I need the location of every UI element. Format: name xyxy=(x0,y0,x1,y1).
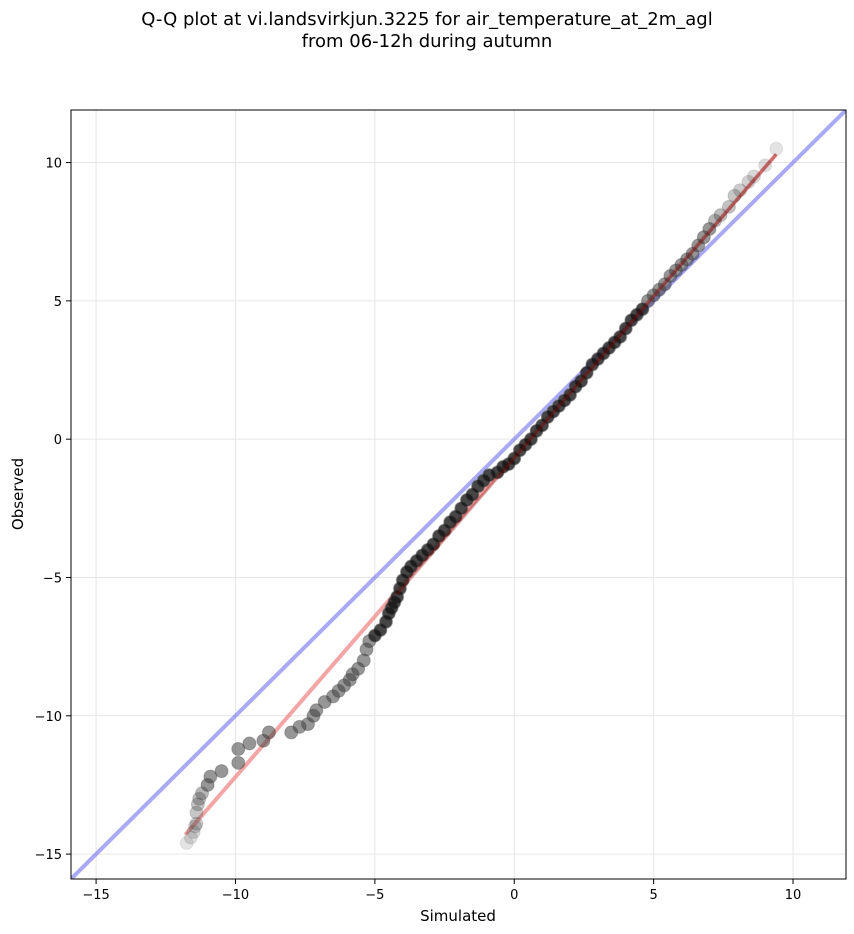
chart-title-line-1: Q-Q plot at vi.landsvirkjun.3225 for air… xyxy=(141,9,713,30)
data-point xyxy=(741,174,756,189)
y-tick-label: 10 xyxy=(45,157,62,172)
plot-frame xyxy=(70,109,847,880)
data-point xyxy=(769,141,784,156)
x-axis-ticks: −15 −10 −5 0 5 10 xyxy=(82,879,801,903)
chart-title-line-2: from 06-12h during autumn xyxy=(301,31,553,52)
y-axis-label: Observed xyxy=(9,458,27,530)
data-point xyxy=(702,221,717,236)
data-point xyxy=(713,208,728,223)
data-point xyxy=(261,725,276,740)
reference-lines xyxy=(71,110,846,879)
x-tick-label: −15 xyxy=(82,888,109,903)
data-point xyxy=(747,169,762,184)
data-point xyxy=(707,213,722,228)
x-tick-label: 5 xyxy=(650,888,658,903)
x-tick-label: 10 xyxy=(785,888,802,903)
data-point xyxy=(309,703,324,718)
data-point xyxy=(183,830,198,845)
y-tick-label: −10 xyxy=(35,710,62,725)
data-point xyxy=(192,791,207,806)
x-tick-label: −10 xyxy=(222,888,249,903)
data-point-overlap xyxy=(636,303,649,316)
fit-line-overlay xyxy=(396,153,778,596)
data-point xyxy=(758,158,773,173)
y-tick-label: 5 xyxy=(54,295,62,310)
identity-line xyxy=(71,110,846,879)
y-tick-label: −5 xyxy=(43,571,62,586)
data-point xyxy=(231,741,246,756)
data-point xyxy=(188,819,203,834)
data-points xyxy=(179,141,784,851)
data-point xyxy=(203,769,218,784)
x-tick-label: −5 xyxy=(365,888,384,903)
data-point xyxy=(733,183,748,198)
data-point xyxy=(721,199,736,214)
y-tick-label: 0 xyxy=(54,433,62,448)
data-point xyxy=(179,836,194,851)
data-point xyxy=(727,188,742,203)
data-point xyxy=(231,755,246,770)
x-tick-label: 0 xyxy=(510,888,518,903)
x-axis-label: Simulated xyxy=(420,907,496,925)
data-point xyxy=(214,764,229,779)
y-axis-ticks: −15 −10 −5 0 5 10 xyxy=(35,157,71,863)
data-point xyxy=(186,824,201,839)
data-point xyxy=(242,736,257,751)
data-point xyxy=(189,805,204,820)
data-point xyxy=(189,816,204,831)
data-point xyxy=(190,797,205,812)
y-tick-label: −15 xyxy=(35,848,62,863)
